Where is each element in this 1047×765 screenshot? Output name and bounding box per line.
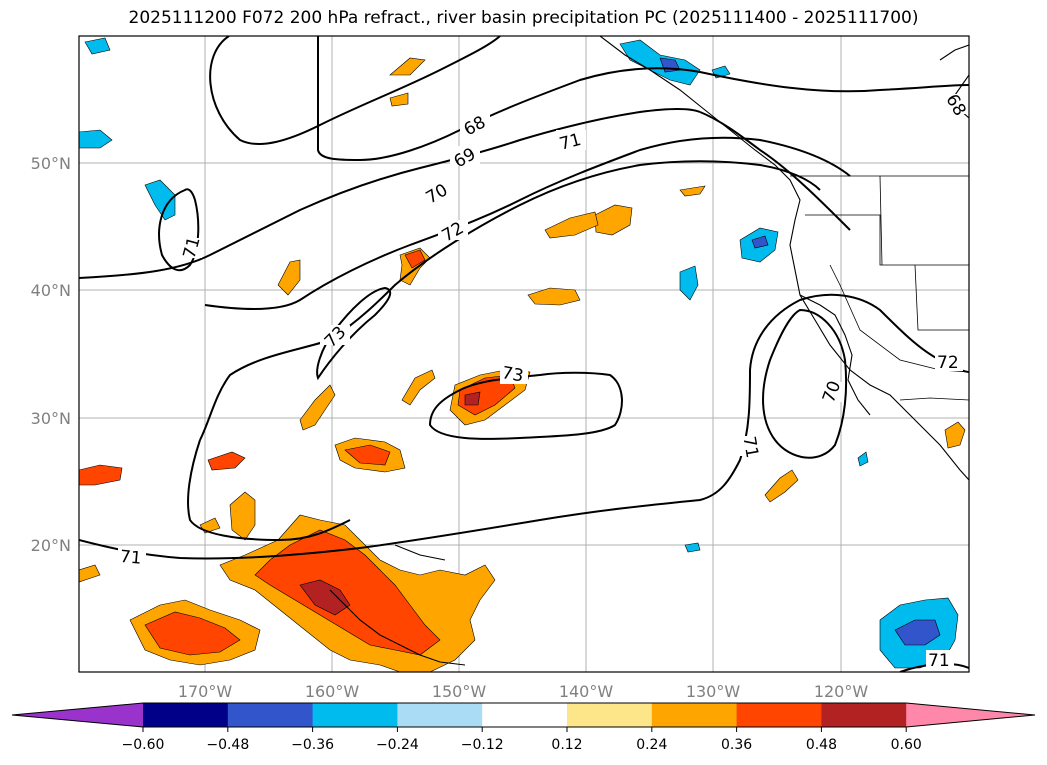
precip-area-ne-3 bbox=[679, 185, 706, 197]
lon-label-150w: 150°W bbox=[432, 682, 487, 701]
precip-area-west-1 bbox=[299, 384, 336, 431]
colorbar-tick-label: −0.60 bbox=[122, 737, 165, 753]
precip-area-central-pacific-max bbox=[299, 579, 351, 616]
precip-area-east-1 bbox=[527, 287, 581, 306]
negative-area-south-1 bbox=[684, 542, 701, 553]
colorbar-segment bbox=[651, 703, 738, 727]
colorbar: −0.60 −0.48 −0.36 −0.24 −0.12 0.12 0.24 0.36 0.4… bbox=[11, 702, 1036, 753]
colorbar-extend-min bbox=[12, 703, 143, 727]
lon-label-140w: 140°W bbox=[559, 682, 614, 701]
gridlines bbox=[79, 36, 969, 672]
negative-area-northwest-corner bbox=[84, 37, 111, 55]
colorbar-tick-label: 0.24 bbox=[636, 737, 667, 753]
negative-area-west-edge bbox=[79, 129, 113, 149]
colorbar-segment bbox=[312, 703, 398, 727]
contour-label: 71 bbox=[738, 435, 761, 460]
precip-area-alaska-1 bbox=[389, 57, 426, 76]
negative-area-east-1 bbox=[679, 265, 699, 301]
longitude-labels: 170°W 160°W 150°W 140°W 130°W 120°W bbox=[178, 682, 869, 701]
contour-label: 71 bbox=[928, 651, 950, 671]
colorbar-segment bbox=[736, 703, 822, 727]
negative-area-northwest bbox=[144, 179, 176, 221]
map-area bbox=[79, 36, 969, 672]
negative-area-west-coast-core bbox=[751, 235, 769, 249]
precip-area-north-2 bbox=[277, 259, 301, 296]
precip-area-west-edge bbox=[79, 464, 123, 486]
colorbar-tick-label: 0.48 bbox=[806, 737, 837, 753]
negative-area-southeast-core bbox=[894, 619, 941, 646]
precip-area-hawaii-north-core bbox=[344, 444, 391, 466]
colorbar-tick-label: −0.12 bbox=[461, 737, 504, 753]
lat-label-40n: 40°N bbox=[31, 281, 71, 300]
precip-area-mid-pacific-max bbox=[464, 391, 481, 406]
negative-area-south-2 bbox=[857, 451, 869, 467]
precip-area-northeast-2 bbox=[544, 211, 599, 239]
contour-label: 73 bbox=[500, 363, 525, 386]
precip-area-alaska-2 bbox=[389, 92, 409, 107]
lon-label-160w: 160°W bbox=[305, 682, 360, 701]
colorbar-segment bbox=[567, 703, 653, 727]
colorbar-tick-label: 0.36 bbox=[721, 737, 752, 753]
colorbar-segment bbox=[482, 703, 568, 727]
precip-area-west-4 bbox=[229, 491, 256, 541]
colorbar-segment bbox=[143, 703, 229, 727]
colorbar-tick-label: 0.60 bbox=[891, 737, 922, 753]
precip-area-baja bbox=[764, 469, 799, 503]
precip-area-sw-edge bbox=[79, 564, 101, 583]
map-frame bbox=[78, 35, 970, 673]
precip-area-northeast-1 bbox=[594, 204, 633, 236]
lat-label-50n: 50°N bbox=[31, 154, 71, 173]
map-title: 2025111200 F072 200 hPa refract., river … bbox=[128, 8, 919, 28]
colorbar-tick-label: 0.12 bbox=[551, 737, 582, 753]
contour-label: 71 bbox=[119, 547, 142, 569]
colorbar-extend-max bbox=[906, 703, 1035, 727]
precip-area-west-3 bbox=[207, 451, 246, 471]
lon-label-120w: 120°W bbox=[814, 682, 869, 701]
lon-label-130w: 130°W bbox=[686, 682, 741, 701]
colorbar-segment bbox=[397, 703, 483, 727]
precip-area-north-1-core bbox=[404, 249, 426, 269]
precip-area-mexico bbox=[944, 421, 966, 449]
colorbar-tick-label: −0.36 bbox=[291, 737, 334, 753]
colorbar-tick-label: −0.48 bbox=[206, 737, 249, 753]
colorbar-segment bbox=[821, 703, 907, 727]
precip-area-west-2 bbox=[401, 369, 436, 406]
colorbar-tick-label: −0.24 bbox=[376, 737, 419, 753]
negative-area-alaska-panhandle bbox=[619, 39, 701, 86]
contour-label: 72 bbox=[937, 353, 959, 373]
lat-label-20n: 20°N bbox=[31, 536, 71, 555]
lat-label-30n: 30°N bbox=[31, 409, 71, 428]
precip-area-southwest-core bbox=[144, 611, 241, 656]
latitude-labels: 50°N 40°N 30°N 20°N bbox=[31, 154, 71, 555]
lon-label-170w: 170°W bbox=[178, 682, 233, 701]
colorbar-segment bbox=[227, 703, 314, 727]
